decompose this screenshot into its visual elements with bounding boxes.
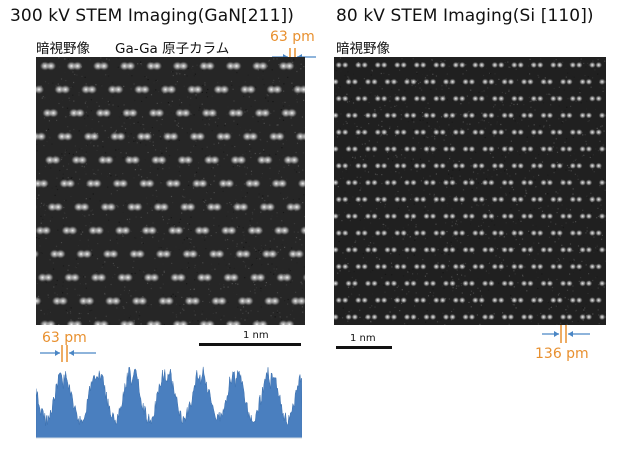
right-stem-image — [334, 57, 606, 325]
ga-column-label: Ga-Ga 原子カラム — [115, 37, 229, 57]
left-stem-image — [36, 57, 305, 325]
left-spacing-label: 63 pm — [270, 29, 315, 45]
right-scalebar-label: 1 nm — [350, 333, 376, 344]
right-scalebar — [336, 346, 392, 349]
left-scalebar — [199, 343, 301, 346]
left-scalebar-label: 1 nm — [243, 330, 269, 341]
right-mode-label: 暗視野像 — [336, 37, 390, 57]
right-spacing-marker — [534, 322, 596, 346]
intensity-profile — [36, 358, 302, 440]
right-panel-title: 80 kV STEM Imaging(Si [110]) — [336, 6, 594, 26]
left-mode-label: 暗視野像 — [36, 37, 90, 57]
left-panel-title: 300 kV STEM Imaging(GaN[211]) — [10, 6, 294, 26]
right-spacing-label: 136 pm — [535, 346, 589, 362]
